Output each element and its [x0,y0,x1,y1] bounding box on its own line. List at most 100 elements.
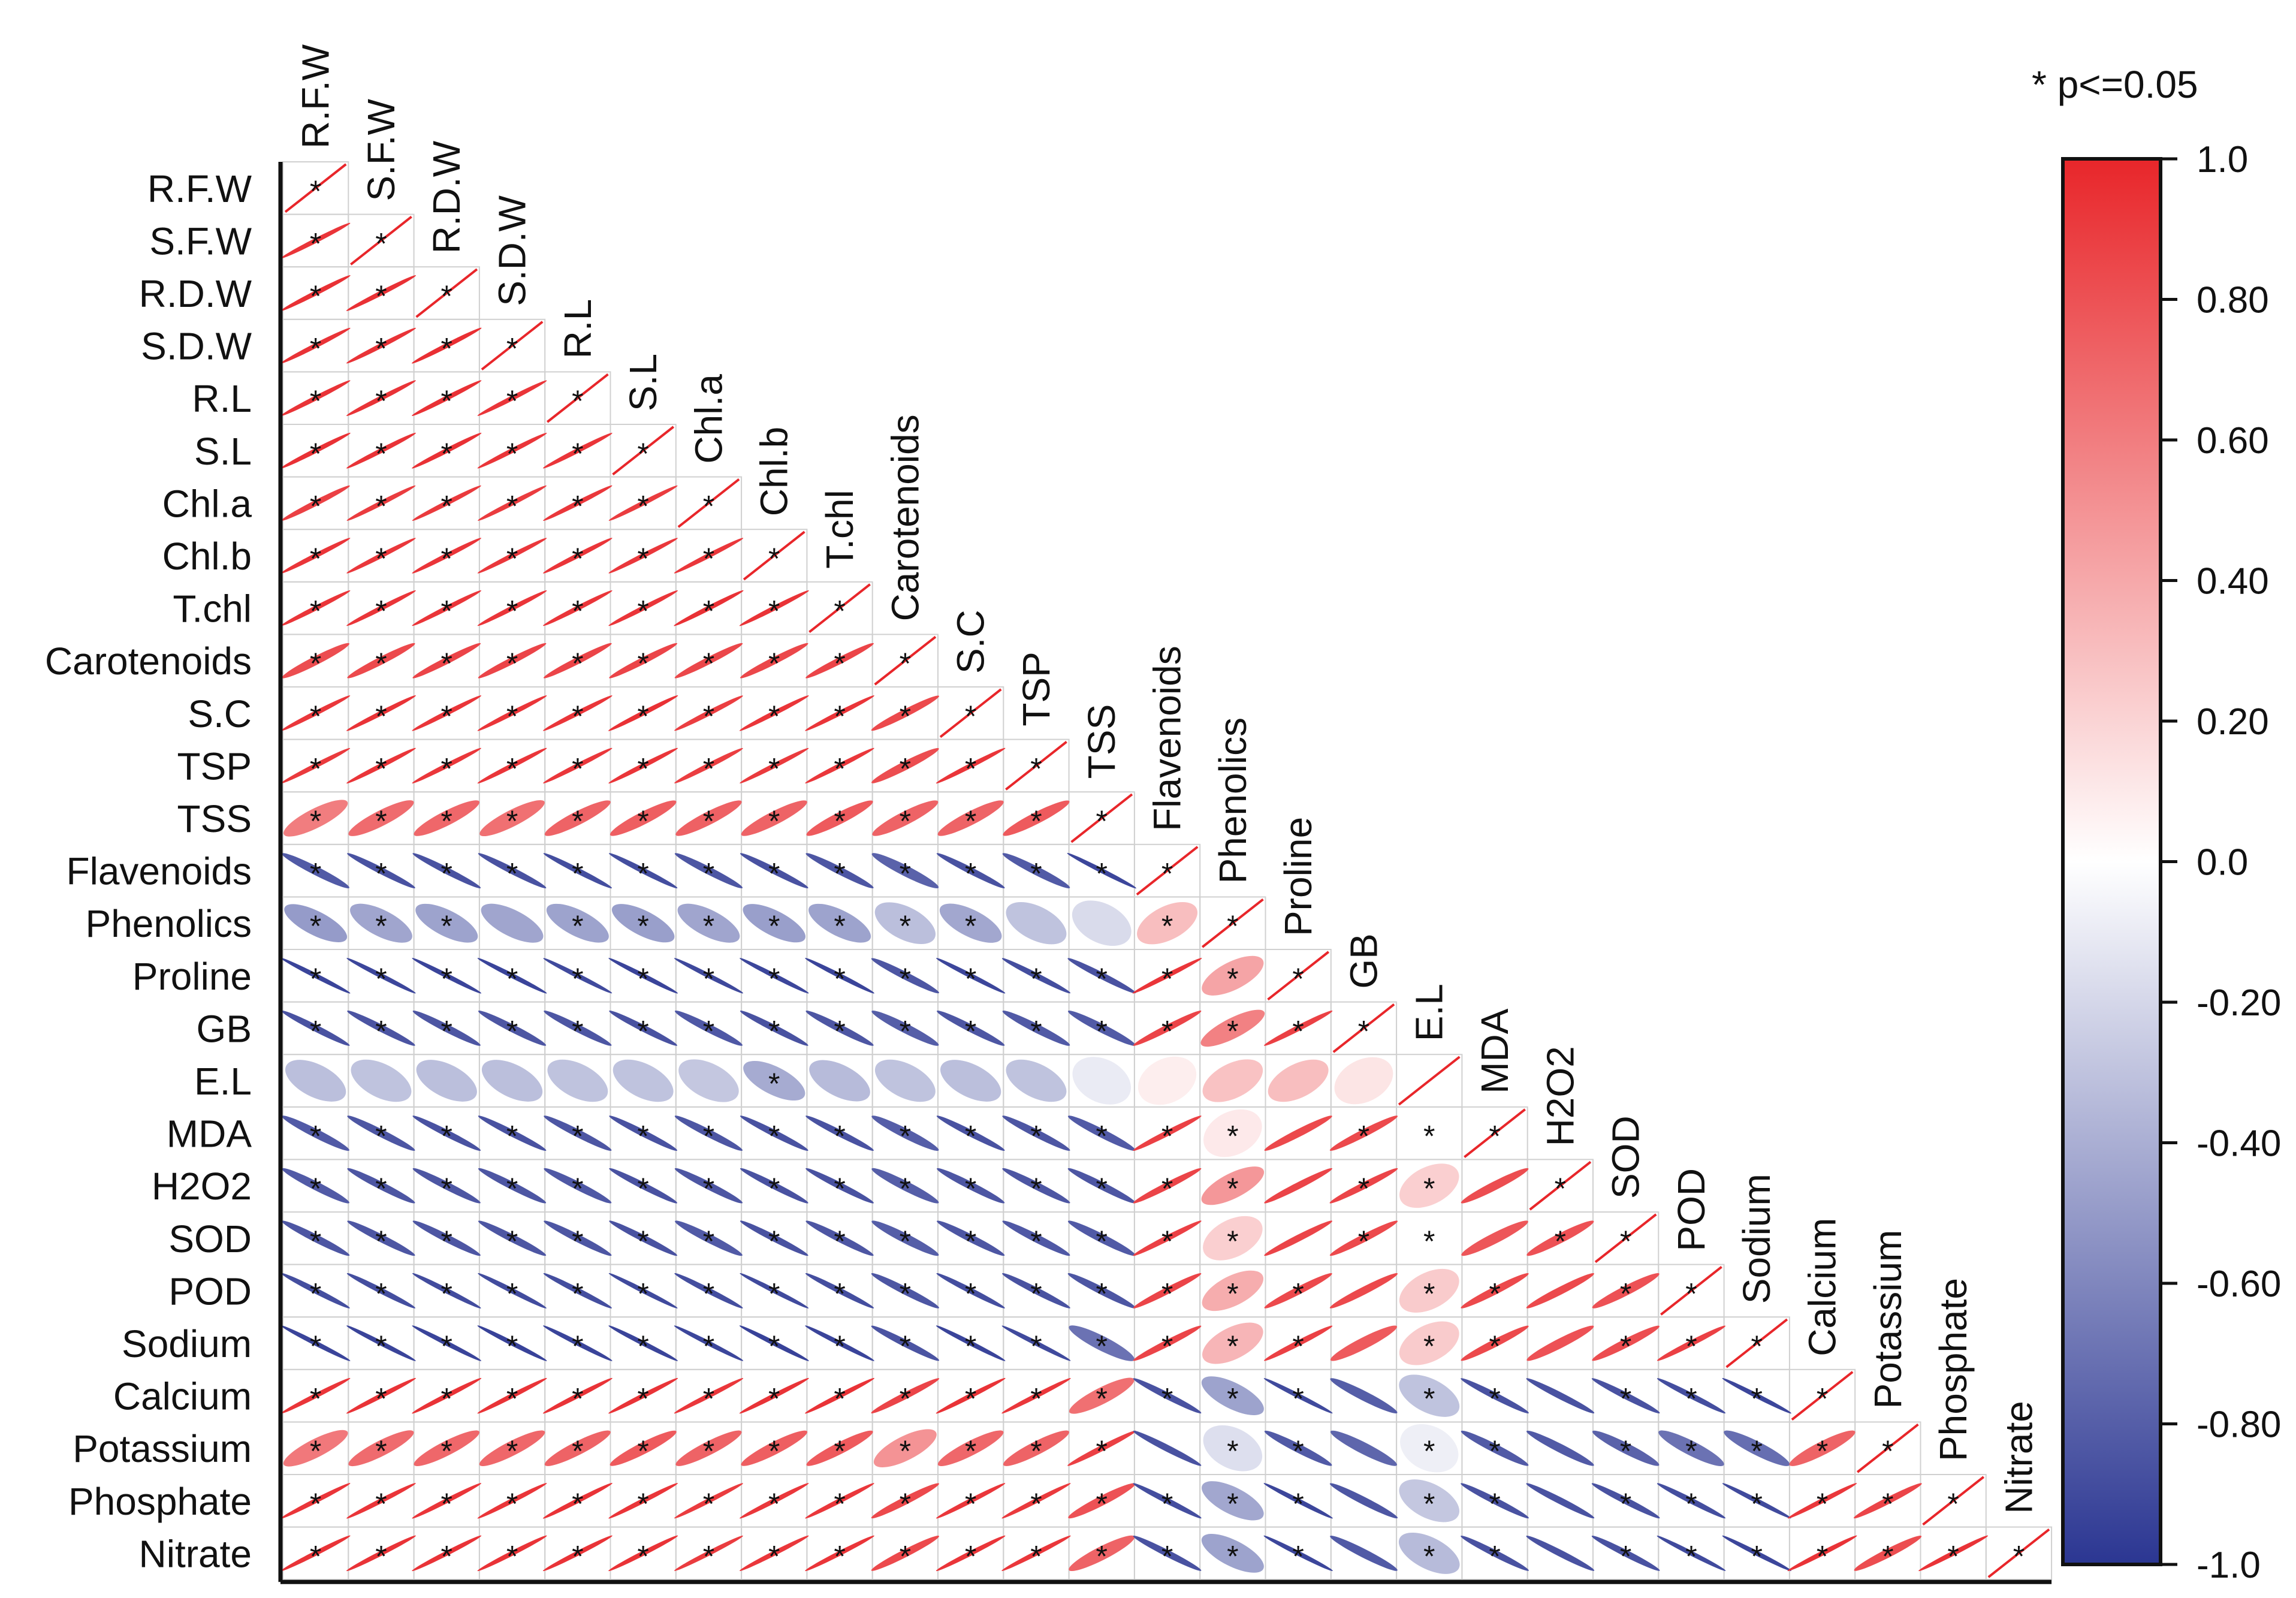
column-label: POD [1670,1168,1713,1252]
correlation-ellipse [1591,1483,1660,1519]
significance-star: * [768,1382,780,1416]
significance-star: * [965,1014,976,1048]
significance-star: * [1161,1014,1173,1048]
row-label: Chl.a [162,482,252,525]
correlation-ellipse [937,1011,1005,1046]
diagonal-mark [874,635,937,686]
correlation-ellipse [608,590,678,626]
correlation-ellipse [674,538,744,574]
correlation-ellipse [478,1273,547,1308]
significance-star: * [506,1277,518,1310]
correlation-ellipse [1330,1536,1398,1571]
significance-star: * [375,1382,387,1416]
significance-star: * [310,1277,321,1310]
significance-star: * [1096,1329,1108,1363]
significance-star: * [441,962,452,996]
correlation-ellipse [283,1430,348,1467]
correlation-ellipse [1591,1536,1660,1571]
correlation-ellipse [411,327,482,364]
significance-star: * [441,437,452,471]
correlation-ellipse [1722,1378,1791,1414]
diagonal-mark [1267,951,1330,1001]
significance-star: * [506,1014,518,1048]
correlation-ellipse [609,1220,678,1256]
correlation-ellipse [1069,1535,1135,1572]
colorbar-tick-label: 0.80 [2197,280,2269,321]
significance-star: * [375,1172,387,1205]
significance-star: * [768,1487,780,1521]
correlation-ellipse [281,1011,350,1046]
correlation-ellipse [280,958,351,994]
significance-star: * [1030,1382,1042,1416]
column-label: R.D.W [425,140,468,254]
correlation-ellipse [609,853,678,889]
correlation-ellipse [740,853,808,888]
correlation-ellipse [674,1378,744,1414]
significance-star: * [703,542,714,575]
significance-star: * [900,1120,911,1153]
significance-star: * [1096,1434,1108,1468]
correlation-ellipse [1526,1378,1595,1413]
correlation-ellipse [281,1273,350,1308]
correlation-ellipse [1202,1322,1263,1364]
correlation-ellipse [412,432,482,469]
colorbar-gradient [2061,157,2162,1566]
significance-star: * [506,542,518,575]
colorbar-tick-label: -0.60 [2197,1264,2281,1305]
correlation-ellipse [346,275,417,311]
significance-star: * [375,1539,387,1573]
row-label: Flavenoids [67,850,252,893]
correlation-ellipse [348,1430,414,1467]
column-label: S.D.W [491,195,534,306]
significance-star: * [768,752,780,785]
correlation-ellipse [609,1168,678,1204]
significance-star: * [1096,1225,1108,1258]
correlation-ellipse [808,903,871,943]
diagonal-mark [415,268,478,318]
correlation-ellipse [1202,1270,1264,1311]
significance-star: * [375,332,387,366]
significance-star: * [703,489,714,523]
correlation-ellipse [1853,1483,1922,1519]
column-label: Chl.b [753,427,796,516]
significance-star: * [900,1225,911,1258]
correlation-ellipse [1264,1168,1333,1204]
correlation-ellipse [478,853,547,888]
correlation-ellipse [412,1011,481,1046]
column-label: H2O2 [1538,1046,1582,1146]
significance-star: * [310,962,321,996]
correlation-ellipse [1787,1535,1857,1572]
colorbar-tick-label: -0.40 [2197,1123,2281,1165]
significance-star: * [900,804,911,838]
significance-star: * [900,1014,911,1048]
correlation-ellipse [544,1220,612,1256]
significance-star: * [1685,1382,1697,1416]
correlation-ellipse [1067,1011,1136,1046]
significance-star: * [375,542,387,575]
significance-star: * [375,1277,387,1310]
correlation-ellipse [1264,1273,1332,1308]
correlation-ellipse [740,1535,809,1571]
correlation-ellipse [414,800,480,836]
significance-star: * [768,1067,780,1100]
significance-star: * [572,489,583,523]
significance-star: * [1030,1277,1042,1310]
correlation-ellipse [677,903,740,943]
correlation-ellipse [412,590,482,626]
correlation-ellipse [674,1483,743,1519]
significance-star: * [441,489,452,523]
correlation-ellipse [1789,1430,1855,1466]
significance-star: * [310,1434,321,1468]
correlation-ellipse [1002,1115,1070,1151]
correlation-ellipse [1461,1378,1529,1413]
significance-star: * [768,1014,780,1048]
significance-star: * [834,1382,845,1416]
significance-star: * [310,1172,321,1205]
row-label: Phenolics [86,902,252,945]
significance-star: * [834,699,845,733]
correlation-ellipse [543,590,613,626]
significance-star: * [441,1277,452,1310]
correlation-ellipse [347,1115,415,1151]
significance-star: * [768,962,780,996]
correlation-ellipse [1201,1376,1264,1415]
